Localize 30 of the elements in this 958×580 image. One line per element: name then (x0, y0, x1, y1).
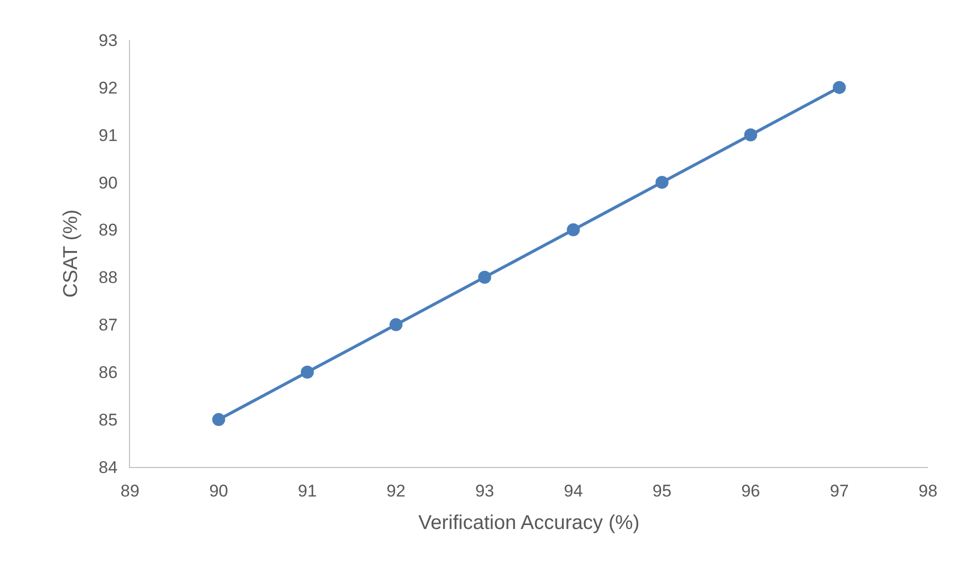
y-axis-title: CSAT (%) (60, 209, 82, 298)
point (390, 318, 402, 332)
x-tick-label: 95 (652, 481, 672, 500)
y-tick-label: 87 (98, 316, 118, 335)
x-tick-label: 90 (209, 481, 228, 500)
x-tick-label: 97 (830, 481, 849, 500)
point (212, 413, 226, 426)
point (744, 128, 758, 142)
point (478, 270, 492, 284)
point (656, 176, 668, 189)
y-tick-label: 85 (98, 410, 118, 430)
y-tick-label: 88 (98, 268, 118, 288)
x-tick-label: 91 (298, 481, 317, 500)
y-tick-label: 89 (98, 220, 118, 240)
x-tick-label: 93 (475, 481, 494, 500)
point (300, 366, 314, 379)
x-axis-title: Verification Accuracy (%) (418, 512, 640, 534)
x-tick-label: 89 (120, 481, 140, 500)
y-tick-label: 90 (98, 173, 118, 192)
x-tick-label: 98 (918, 481, 938, 500)
point (566, 223, 580, 236)
point (832, 80, 846, 94)
y-tick-label: 92 (98, 78, 118, 98)
y-tick-label: 86 (98, 363, 118, 382)
x-tick-label: 94 (564, 481, 583, 500)
x-tick-label: 92 (386, 481, 406, 500)
y-tick-label: 84 (98, 458, 118, 477)
y-tick-label: 91 (98, 126, 118, 145)
x-tick-label: 96 (741, 481, 760, 500)
y-tick-label: 93 (98, 30, 118, 50)
